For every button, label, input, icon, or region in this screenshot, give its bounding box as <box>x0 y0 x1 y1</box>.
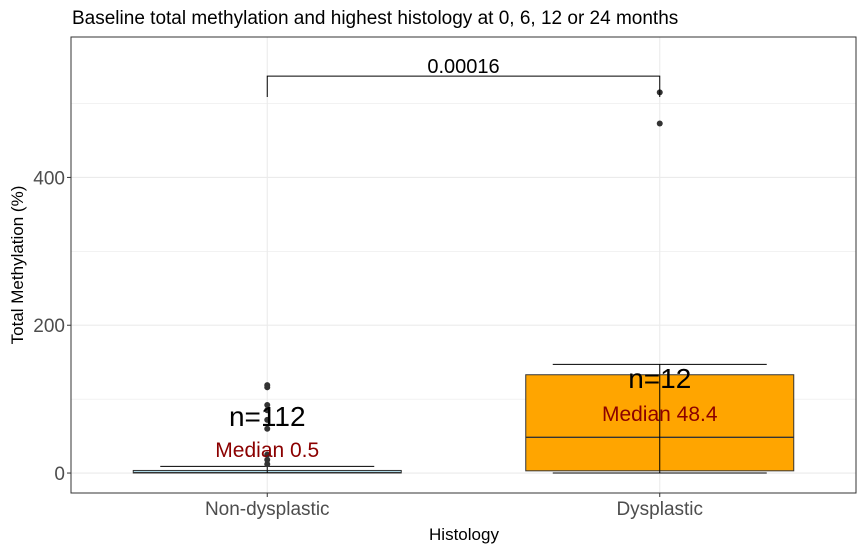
n-count-label: n=112 <box>229 401 306 432</box>
outlier-point <box>264 461 271 468</box>
outlier-point <box>264 402 271 409</box>
boxplots <box>132 363 795 474</box>
plot-panel-border <box>70 36 857 494</box>
outlier-point <box>264 451 271 458</box>
n-count-label: n=12 <box>628 363 691 394</box>
outlier-point <box>264 425 271 432</box>
p-value-label: 0.00016 <box>427 56 499 78</box>
comparison-bracket <box>266 75 661 98</box>
y-tick-label: 0 <box>54 464 65 485</box>
median-label: Median 0.5 <box>215 439 319 462</box>
median-label: Median 48.4 <box>602 403 718 426</box>
axes: 0 200 400 Non-dysplastic Dysplastic <box>33 168 703 520</box>
outlier-points <box>264 89 663 468</box>
x-tick-label: Non-dysplastic <box>205 499 330 520</box>
annotations: n=112 Median 0.5 n=12 Median 48.4 0.00016 <box>215 56 718 462</box>
outlier-point <box>264 382 271 389</box>
y-tick-label: 400 <box>33 168 65 189</box>
outlier-point <box>656 120 663 127</box>
y-axis-title: Total Methylation (%) <box>8 186 27 345</box>
x-tick-label: Dysplastic <box>616 499 703 520</box>
outlier-point <box>264 456 271 463</box>
outlier-point <box>264 416 271 423</box>
y-tick-label: 200 <box>33 316 65 337</box>
chart-title: Baseline total methylation and highest h… <box>72 8 678 29</box>
x-axis-title: Histology <box>429 525 499 544</box>
outlier-point <box>264 407 271 414</box>
